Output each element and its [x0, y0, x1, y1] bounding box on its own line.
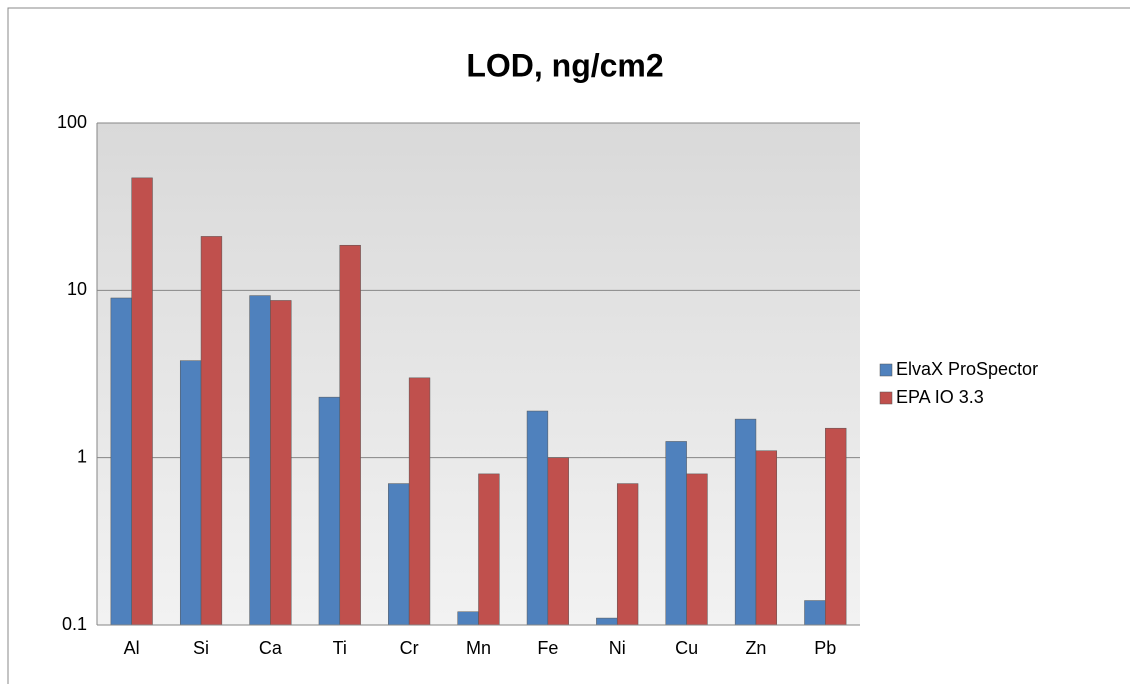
y-tick-label: 0.1: [62, 614, 87, 634]
x-tick-label: Si: [193, 638, 209, 658]
x-tick-label: Ca: [259, 638, 283, 658]
y-tick-label: 10: [67, 279, 87, 299]
bar: [547, 457, 569, 626]
bar: [616, 483, 639, 626]
bar: [200, 236, 223, 626]
bar: [179, 360, 202, 626]
bar: [408, 377, 431, 626]
bar: [131, 177, 153, 626]
x-tick-label: Cr: [400, 638, 419, 658]
y-tick-label: 1: [77, 446, 87, 466]
legend-swatch: [879, 363, 893, 377]
legend-label: ElvaX ProSpector: [896, 359, 1038, 379]
legend-label: EPA IO 3.3: [896, 387, 984, 407]
bar: [478, 473, 500, 626]
bar: [110, 297, 132, 626]
x-tick-label: Zn: [745, 638, 766, 658]
x-tick-label: Ni: [609, 638, 626, 658]
y-tick-label: 100: [57, 112, 87, 132]
bar: [686, 473, 708, 626]
bar: [339, 244, 361, 626]
bar: [318, 396, 341, 626]
x-tick-label: Cu: [675, 638, 698, 658]
bar: [734, 418, 757, 626]
bar: [755, 450, 778, 626]
bar: [270, 300, 292, 626]
bar: [388, 483, 410, 626]
x-tick-label: Al: [124, 638, 140, 658]
x-tick-label: Mn: [466, 638, 491, 658]
chart-frame: [7, 7, 1130, 684]
chart-title: LOD, ng/cm2: [466, 47, 663, 83]
bar: [457, 611, 479, 626]
bar: [526, 410, 549, 626]
legend-swatch: [879, 391, 893, 405]
bar: [596, 617, 618, 626]
x-tick-label: Pb: [814, 638, 836, 658]
bar: [665, 441, 687, 626]
bar: [825, 427, 847, 626]
bar: [804, 600, 826, 626]
x-tick-label: Ti: [333, 638, 347, 658]
x-tick-label: Fe: [537, 638, 558, 658]
bar: [249, 295, 271, 626]
